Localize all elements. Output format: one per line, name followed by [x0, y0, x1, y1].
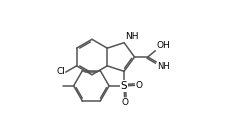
Text: NH: NH [126, 32, 139, 41]
Text: Cl: Cl [56, 67, 65, 76]
Text: O: O [121, 98, 128, 107]
Text: OH: OH [156, 41, 170, 50]
Text: O: O [135, 81, 142, 90]
Text: NH: NH [157, 62, 170, 71]
Text: S: S [121, 81, 127, 91]
